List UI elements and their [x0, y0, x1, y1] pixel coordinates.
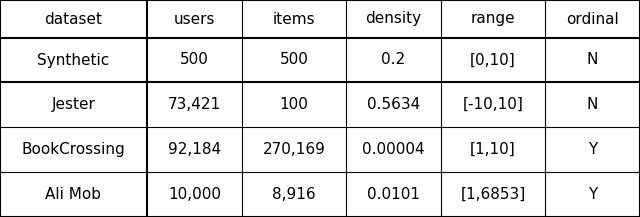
- Text: Y: Y: [588, 142, 597, 157]
- Text: dataset: dataset: [45, 12, 102, 26]
- Text: 100: 100: [280, 97, 308, 112]
- Text: 73,421: 73,421: [168, 97, 221, 112]
- Text: 0.5634: 0.5634: [367, 97, 420, 112]
- Text: 10,000: 10,000: [168, 187, 221, 202]
- Text: 500: 500: [280, 53, 308, 67]
- Text: 92,184: 92,184: [168, 142, 221, 157]
- Text: Ali Mob: Ali Mob: [45, 187, 102, 202]
- Text: [1,10]: [1,10]: [470, 142, 516, 157]
- Text: Synthetic: Synthetic: [37, 53, 109, 67]
- Text: items: items: [273, 12, 316, 26]
- Text: 8,916: 8,916: [272, 187, 316, 202]
- Text: 0.0101: 0.0101: [367, 187, 420, 202]
- Text: ordinal: ordinal: [566, 12, 619, 26]
- Text: [0,10]: [0,10]: [470, 53, 516, 67]
- Text: BookCrossing: BookCrossing: [22, 142, 125, 157]
- Text: 0.2: 0.2: [381, 53, 406, 67]
- Text: 500: 500: [180, 53, 209, 67]
- Text: [1,6853]: [1,6853]: [460, 187, 525, 202]
- Text: N: N: [587, 53, 598, 67]
- Text: Y: Y: [588, 187, 597, 202]
- Text: range: range: [471, 12, 515, 26]
- Text: [-10,10]: [-10,10]: [463, 97, 524, 112]
- Text: users: users: [173, 12, 215, 26]
- Text: N: N: [587, 97, 598, 112]
- Text: 270,169: 270,169: [262, 142, 325, 157]
- Text: Jester: Jester: [52, 97, 95, 112]
- Text: density: density: [365, 12, 422, 26]
- Text: 0.00004: 0.00004: [362, 142, 425, 157]
